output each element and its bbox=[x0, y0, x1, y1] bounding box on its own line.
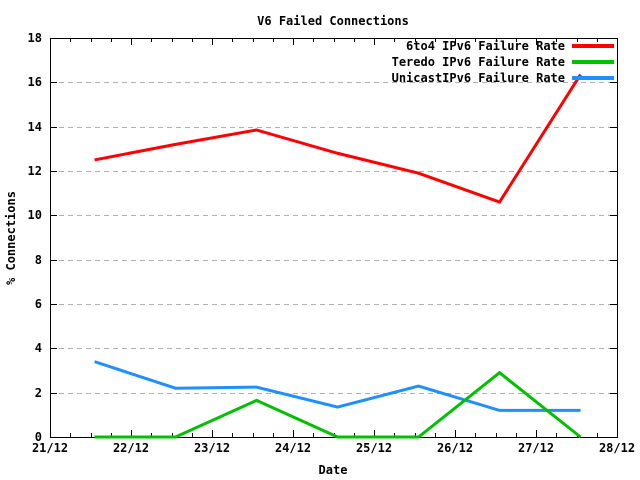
y-tick-label: 8 bbox=[34, 252, 42, 267]
legend-line-sample bbox=[572, 44, 614, 48]
legend-line-sample bbox=[572, 76, 614, 80]
legend-label: UnicastIPv6 Failure Rate bbox=[391, 71, 565, 85]
y-tick-label: 4 bbox=[34, 341, 42, 356]
plot-border bbox=[50, 38, 618, 438]
x-tick-label: 21/12 bbox=[31, 441, 69, 455]
chart-title: V6 Failed Connections bbox=[257, 14, 409, 28]
series-line-1 bbox=[94, 73, 582, 204]
legend-label: Teredo IPv6 Failure Rate bbox=[391, 55, 565, 69]
series-line-3 bbox=[94, 360, 581, 412]
x-tick-label: 28/12 bbox=[598, 441, 636, 455]
y-tick-label: 0 bbox=[34, 430, 42, 444]
x-tick-label: 23/12 bbox=[193, 441, 231, 455]
y-tick-label: 6 bbox=[34, 297, 42, 311]
series-line-2 bbox=[94, 370, 582, 439]
legend-item: 6to4 IPv6 Failure Rate bbox=[392, 38, 614, 54]
y-tick-label: 12 bbox=[27, 164, 42, 178]
x-tick-label: 26/12 bbox=[436, 441, 474, 455]
x-tick-label: 27/12 bbox=[517, 441, 555, 455]
x-axis-label: Date bbox=[318, 463, 348, 477]
legend-item: Teredo IPv6 Failure Rate bbox=[392, 54, 614, 70]
y-axis-label: % Connections bbox=[4, 191, 18, 285]
legend-label: 6to4 IPv6 Failure Rate bbox=[406, 39, 565, 53]
legend-line-sample bbox=[572, 60, 614, 64]
y-tick-label: 18 bbox=[27, 31, 42, 45]
y-tick-label: 14 bbox=[27, 119, 42, 134]
y-tick-label: 16 bbox=[27, 75, 42, 90]
legend: 6to4 IPv6 Failure Rate Teredo IPv6 Failur… bbox=[392, 38, 614, 86]
y-tick-label: 10 bbox=[27, 208, 42, 223]
y-tick-label: 2 bbox=[34, 385, 42, 400]
legend-item: UnicastIPv6 Failure Rate bbox=[392, 70, 614, 86]
x-tick-label: 24/12 bbox=[274, 441, 312, 455]
x-tick-label: 22/12 bbox=[112, 441, 150, 455]
x-tick-label: 25/12 bbox=[355, 441, 393, 455]
